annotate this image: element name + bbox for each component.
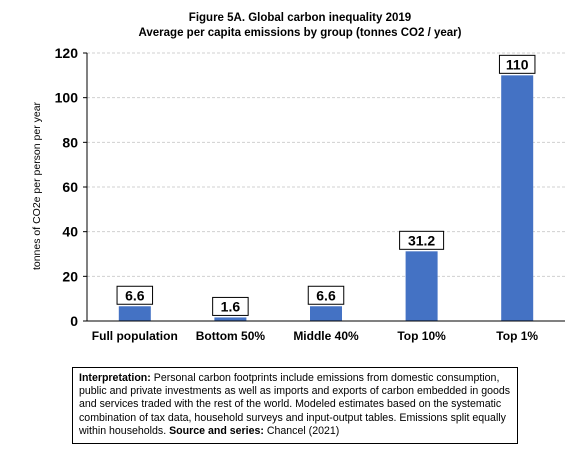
data-label: 1.6 <box>221 298 241 314</box>
chart: Figure 5A. Global carbon inequality 2019… <box>31 12 565 343</box>
data-label: 31.2 <box>408 232 435 248</box>
chart-subtitle: Average per capita emissions by group (t… <box>139 27 462 39</box>
y-axis-label: tonnes of CO2e per person per year <box>31 101 43 270</box>
y-axis-ticks: 0 20 40 60 80 100 120 <box>55 45 87 329</box>
data-label: 6.6 <box>125 287 145 303</box>
bar <box>118 306 151 321</box>
y-tick-label: 20 <box>62 268 78 284</box>
x-category-label: Full population <box>92 329 178 343</box>
data-labels: 6.6 1.6 6.6 31.2 110 <box>116 54 536 316</box>
x-category-label: Top 1% <box>496 329 538 343</box>
data-label-box <box>399 230 445 250</box>
y-tick-label: 120 <box>55 45 79 61</box>
data-label-box <box>498 54 536 74</box>
interpretation-text: Personal carbon footprints include emiss… <box>79 372 511 437</box>
bar <box>405 251 438 321</box>
bar <box>310 306 342 321</box>
data-label: 110 <box>506 56 529 72</box>
data-label-box <box>116 285 154 305</box>
x-category-label: Top 10% <box>397 329 446 343</box>
y-tick-label: 100 <box>55 90 79 106</box>
y-tick-label: 60 <box>62 179 78 195</box>
y-tick-label: 80 <box>62 134 78 150</box>
x-axis-categories: Full population Bottom 50% Middle 40% Top 1… <box>92 329 539 343</box>
x-category-label: Middle 40% <box>293 329 359 343</box>
chart-title: Figure 5A. Global carbon inequality 2019 <box>189 12 411 24</box>
gridlines <box>87 52 565 277</box>
data-label: 6.6 <box>316 287 336 303</box>
data-label-box <box>307 285 345 305</box>
source-text: Chancel (2021) <box>263 424 340 437</box>
bar <box>501 75 534 321</box>
data-label-box <box>212 296 249 316</box>
bar <box>214 317 247 321</box>
x-category-label: Bottom 50% <box>196 329 266 343</box>
y-tick-label: 40 <box>62 224 78 240</box>
bars <box>118 75 534 321</box>
interpretation-note: Interpretation: Personal carbon footprin… <box>72 367 518 445</box>
y-tick-label: 0 <box>70 313 78 329</box>
source-label: Source and series: <box>169 424 264 437</box>
interpretation-label: Interpretation: <box>79 372 151 384</box>
